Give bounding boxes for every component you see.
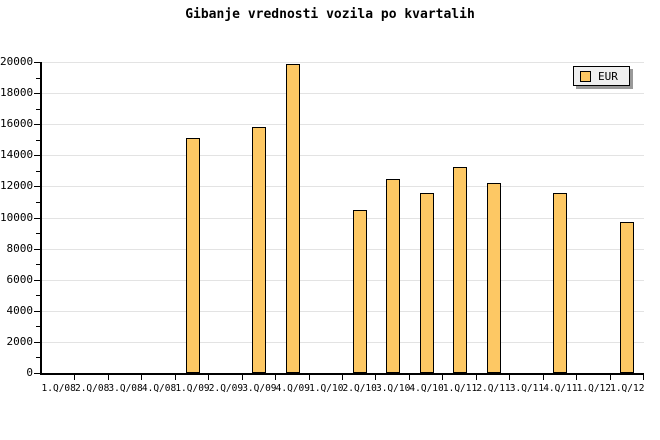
x-axis-tick [476,375,477,380]
legend-eur-swatch [580,70,591,82]
gridline [42,310,644,312]
x-axis-tick [643,375,644,380]
x-axis-tick [175,375,176,380]
gridline [42,124,644,126]
chart-title: Gibanje vrednosti vozila po kvartalih [185,7,475,22]
bar [353,210,367,373]
y-axis-major-tick [34,186,40,188]
gridline [42,217,644,219]
x-tick-label: 1.Q/12 [610,383,645,394]
y-axis-minor-tick [36,170,40,172]
y-tick-label: 18000 [0,86,34,100]
x-axis-tick [342,375,343,380]
x-tick-label: 2.Q/08 [74,383,110,394]
x-tick-label: 2.Q/11 [476,383,511,394]
y-tick-label: 14000 [0,148,34,162]
x-axis-tick [442,375,443,380]
x-axis-tick [275,375,276,380]
gridline [42,186,644,188]
x-axis-tick [543,375,544,380]
y-axis-minor-tick [36,233,40,235]
bar [386,179,400,373]
y-tick-label: 6000 [6,272,34,286]
bar [186,138,200,373]
y-axis-major-tick [34,93,40,95]
y-axis-minor-tick [36,295,40,297]
y-axis-minor-tick [36,77,40,79]
y-axis-minor-tick [36,357,40,359]
y-axis-major-tick [34,341,40,343]
y-axis-major-tick [34,248,40,250]
x-tick-label: 1.Q/09 [175,383,210,394]
y-axis-minor-tick [36,201,40,203]
y-tick-label: 20000 [0,55,34,68]
y-tick-label: 2000 [6,334,34,348]
x-tick-label: 1.Q/08 [41,383,76,394]
legend-eur-label: EUR [598,69,618,83]
gridline [42,341,644,343]
y-tick-label: 8000 [6,241,34,255]
y-axis-minor-tick [36,139,40,141]
x-tick-label: 3.Q/10 [375,383,411,394]
x-axis-tick [242,375,243,380]
x-tick-label: 2.Q/09 [208,383,244,394]
y-axis-major-tick [34,62,40,63]
x-axis-tick [108,375,109,380]
x-tick-label: 1.Q/12 [576,383,611,394]
bar [453,167,467,373]
gridline [42,62,644,63]
y-axis-major-tick [34,279,40,281]
x-tick-label: 4.Q/10 [409,383,444,394]
y-tick-label: 10000 [0,210,34,224]
x-tick-label: 1.Q/10 [309,383,344,394]
legend: EUR [573,66,630,86]
x-tick-label: 2.Q/10 [342,383,377,394]
y-tick-label: 0 [26,366,33,379]
y-tick-label: 16000 [0,117,34,131]
x-tick-label: 4.Q/08 [141,383,177,394]
y-axis-major-tick [34,373,40,374]
x-axis-tick [409,375,410,380]
y-axis-minor-tick [36,326,40,328]
y-axis-minor-tick [36,264,40,266]
y-axis-major-tick [34,155,40,157]
gridline [42,93,644,95]
x-tick-label: 1.Q/11 [442,383,478,394]
x-axis-tick [576,375,577,380]
gridline [42,279,644,281]
bar [420,193,434,373]
x-axis-tick [309,375,310,380]
x-axis-tick [74,375,75,380]
x-axis-tick [375,375,376,380]
gridline [42,155,644,157]
x-tick-label: 3.Q/11 [509,383,545,394]
bar [487,183,501,373]
y-axis-major-tick [34,124,40,126]
x-tick-label: 4.Q/09 [275,383,310,394]
x-axis-tick [208,375,209,380]
x-axis-tick [509,375,510,380]
bar [620,222,634,373]
y-axis-minor-tick [36,108,40,110]
bar [252,127,266,373]
x-axis-tick [610,375,611,380]
y-axis-major-tick [34,310,40,312]
x-tick-label: 3.Q/09 [242,383,277,394]
y-tick-label: 4000 [6,303,34,317]
bar [553,193,567,373]
gridline [42,248,644,250]
x-tick-label: 3.Q/08 [108,383,143,394]
x-axis-tick [141,375,142,380]
bar [286,64,300,373]
x-tick-label: 4.Q/11 [543,383,578,394]
y-axis-major-tick [34,217,40,219]
plot-area [40,62,644,375]
y-tick-label: 12000 [0,179,34,193]
